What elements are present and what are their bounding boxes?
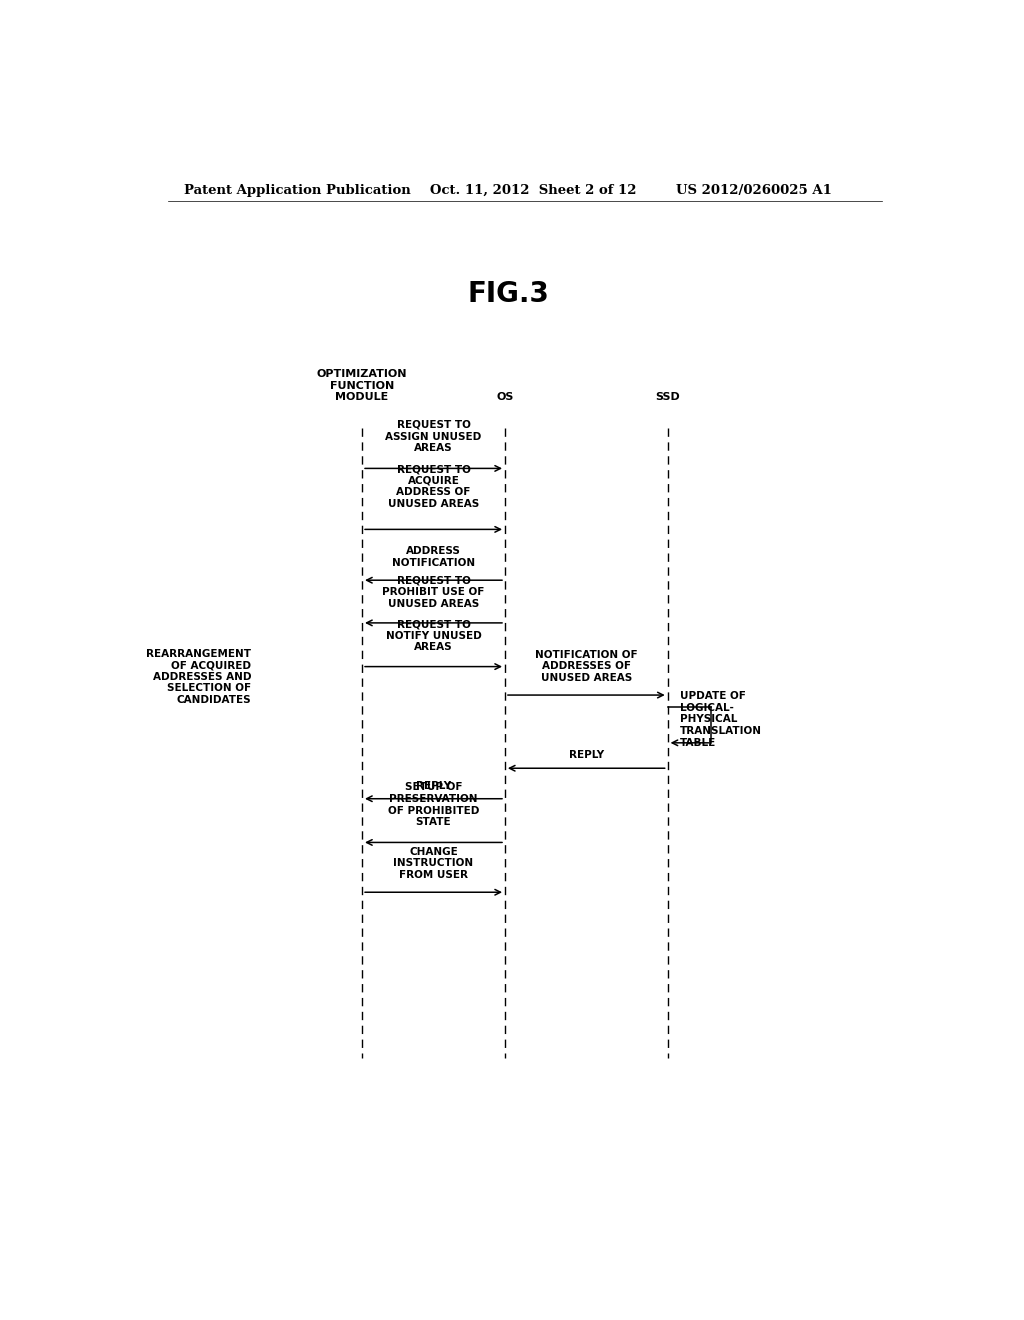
Text: Oct. 11, 2012  Sheet 2 of 12: Oct. 11, 2012 Sheet 2 of 12 bbox=[430, 183, 636, 197]
Text: UPDATE OF
LOGICAL-
PHYSICAL
TRANSLATION
TABLE: UPDATE OF LOGICAL- PHYSICAL TRANSLATION … bbox=[680, 692, 762, 747]
Text: CHANGE
INSTRUCTION
FROM USER: CHANGE INSTRUCTION FROM USER bbox=[393, 847, 473, 880]
Text: REARRANGEMENT
OF ACQUIRED
ADDRESSES AND
SELECTION OF
CANDIDATES: REARRANGEMENT OF ACQUIRED ADDRESSES AND … bbox=[146, 648, 251, 705]
Text: OPTIMIZATION
FUNCTION
MODULE: OPTIMIZATION FUNCTION MODULE bbox=[316, 370, 408, 403]
Text: REQUEST TO
PROHIBIT USE OF
UNUSED AREAS: REQUEST TO PROHIBIT USE OF UNUSED AREAS bbox=[382, 576, 484, 609]
Text: US 2012/0260025 A1: US 2012/0260025 A1 bbox=[676, 183, 831, 197]
Text: REQUEST TO
ASSIGN UNUSED
AREAS: REQUEST TO ASSIGN UNUSED AREAS bbox=[385, 420, 481, 453]
Text: SSD: SSD bbox=[655, 392, 680, 403]
Text: Patent Application Publication: Patent Application Publication bbox=[183, 183, 411, 197]
Text: NOTIFICATION OF
ADDRESSES OF
UNUSED AREAS: NOTIFICATION OF ADDRESSES OF UNUSED AREA… bbox=[536, 649, 638, 682]
Text: REPLY: REPLY bbox=[569, 750, 604, 760]
Text: OS: OS bbox=[497, 392, 514, 403]
Text: FIG.3: FIG.3 bbox=[468, 280, 550, 309]
Text: REPLY: REPLY bbox=[416, 780, 452, 791]
Text: REQUEST TO
NOTIFY UNUSED
AREAS: REQUEST TO NOTIFY UNUSED AREAS bbox=[386, 619, 481, 652]
Text: REQUEST TO
ACQUIRE
ADDRESS OF
UNUSED AREAS: REQUEST TO ACQUIRE ADDRESS OF UNUSED ARE… bbox=[388, 465, 479, 510]
Text: ADDRESS
NOTIFICATION: ADDRESS NOTIFICATION bbox=[392, 546, 475, 568]
Text: SETUP OF
PRESERVATION
OF PROHIBITED
STATE: SETUP OF PRESERVATION OF PROHIBITED STAT… bbox=[388, 783, 479, 828]
